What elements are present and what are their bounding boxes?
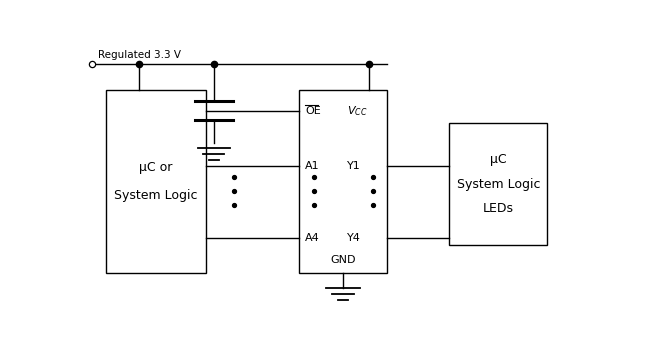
Text: Regulated 3.3 V: Regulated 3.3 V xyxy=(98,50,181,60)
Text: OE: OE xyxy=(305,106,321,116)
Text: System Logic: System Logic xyxy=(115,188,198,202)
Text: $V_{CC}$: $V_{CC}$ xyxy=(347,104,367,118)
FancyBboxPatch shape xyxy=(106,90,206,272)
FancyBboxPatch shape xyxy=(450,123,547,245)
Text: LEDs: LEDs xyxy=(483,202,514,215)
Text: μC or: μC or xyxy=(139,161,173,174)
Text: Y1: Y1 xyxy=(347,161,361,171)
Text: GND: GND xyxy=(330,255,356,265)
Text: A4: A4 xyxy=(305,233,320,243)
FancyBboxPatch shape xyxy=(299,90,387,272)
Text: Y4: Y4 xyxy=(347,233,361,243)
Text: System Logic: System Logic xyxy=(457,178,540,191)
Text: μC: μC xyxy=(490,153,507,166)
Text: A1: A1 xyxy=(305,161,320,171)
